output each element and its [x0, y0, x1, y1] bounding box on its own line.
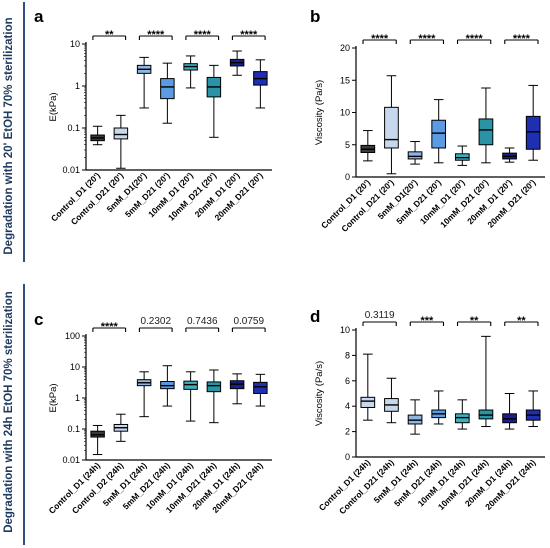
y-tick-label: 10 [70, 362, 80, 372]
y-tick-label: 8 [345, 350, 350, 360]
y-tick-label: 0.1 [67, 424, 80, 434]
y-tick-label: 20 [340, 43, 350, 53]
y-tick-label: 0.1 [67, 123, 80, 133]
significance-label: **** [418, 33, 436, 45]
significance-label: **** [147, 29, 165, 41]
significance-label: **** [466, 33, 484, 45]
y-tick-label: 0 [345, 452, 350, 462]
side-label-bottom: Degradation with 24h EtOH 70% sterilizat… [3, 291, 15, 533]
box-body [384, 106, 399, 149]
significance-label: 0.2302 [140, 316, 171, 327]
significance-label: 0.3119 [365, 310, 395, 321]
y-tick-label: 1 [75, 81, 80, 91]
panel-letter-d: d [310, 307, 320, 326]
box-body [525, 115, 541, 150]
box-body [431, 119, 447, 149]
significance-label: **** [240, 29, 258, 41]
significance-label: *** [420, 315, 434, 327]
significance-label: **** [371, 33, 389, 45]
box-body [478, 118, 494, 146]
significance-label: **** [513, 33, 531, 45]
panel-letter-c: c [34, 310, 43, 329]
significance-label: ** [470, 315, 479, 327]
box-body [407, 151, 423, 160]
y-axis-label: E(kPa) [48, 92, 59, 121]
y-tick-label: 0.01 [62, 455, 80, 465]
y-tick-label: 4 [345, 401, 350, 411]
y-axis-label: Viscosity (Pa/s) [314, 80, 325, 145]
significance-label: 0.7436 [187, 316, 218, 327]
y-tick-label: 5 [345, 140, 350, 150]
box-body [360, 396, 376, 408]
y-tick-label: 10 [340, 108, 350, 118]
box-body [113, 127, 129, 140]
y-tick-label: 0.01 [62, 165, 80, 175]
significance-label: **** [194, 29, 212, 41]
y-axis-label: E(kPa) [48, 383, 59, 412]
panel-letter-a: a [34, 7, 44, 26]
significance-label: ** [105, 29, 114, 41]
y-tick-label: 15 [340, 75, 350, 85]
y-tick-label: 0 [345, 172, 350, 182]
y-tick-label: 10 [340, 325, 350, 335]
y-tick-label: 6 [345, 376, 350, 386]
box-body [253, 381, 268, 394]
y-tick-label: 10 [70, 39, 80, 49]
significance-label: ** [517, 315, 526, 327]
y-axis-label: Viscosity (Pa/s) [314, 361, 325, 426]
box-body [206, 381, 222, 393]
y-tick-label: 100 [65, 331, 80, 341]
panel-letter-b: b [310, 7, 320, 26]
box-body [160, 78, 175, 100]
y-tick-label: 2 [345, 427, 350, 437]
significance-label: **** [101, 321, 119, 333]
significance-label: 0.0759 [233, 316, 264, 327]
side-label-top: Degradation with 20' EtOH 70% sterilizat… [3, 17, 15, 254]
y-tick-label: 1 [75, 393, 80, 403]
